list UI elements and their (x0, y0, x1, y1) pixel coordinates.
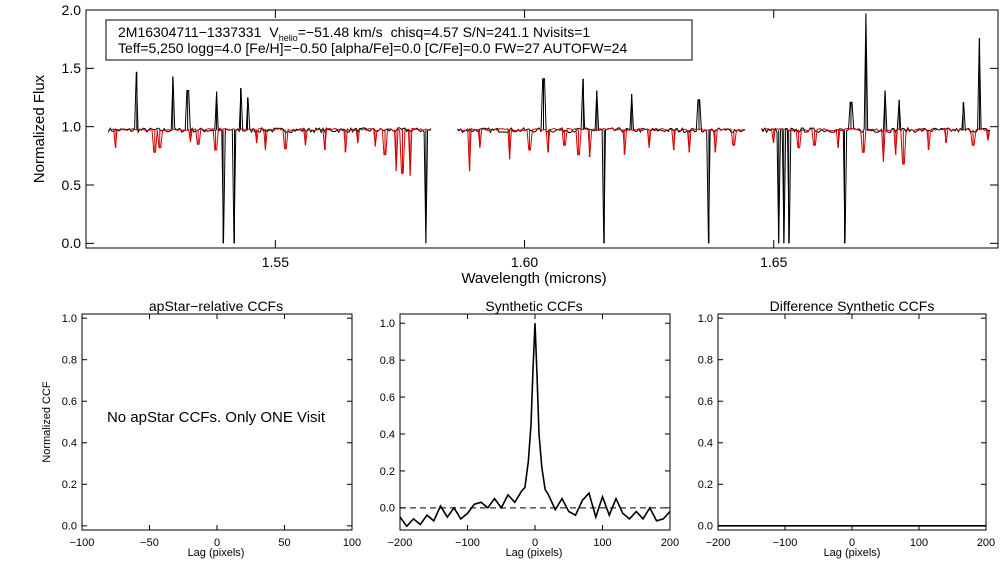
y-tick-label: 1.5 (62, 60, 82, 76)
x-tick-label: −100 (773, 537, 798, 549)
spectrum-y-label: Normalized Flux (31, 74, 48, 183)
y-tick-label: 0.5 (62, 177, 82, 193)
spectrum-series (107, 13, 991, 244)
difference-ccf-title: Difference Synthetic CCFs (770, 298, 935, 314)
apstar-ccf-title: apStar−relative CCFs (149, 298, 283, 314)
y-tick-label: 1.0 (380, 318, 395, 330)
synthetic-ccf-frame (399, 313, 671, 531)
x-tick-label: −100 (70, 537, 95, 549)
x-tick-label: −200 (388, 537, 413, 549)
y-tick-label: 1.0 (698, 313, 713, 325)
y-tick-label: 1.0 (62, 119, 82, 135)
spectrum-lines (107, 13, 991, 244)
x-tick-label: 1.65 (760, 254, 787, 270)
y-tick-label: 0.2 (62, 479, 77, 491)
x-tick-label: 100 (593, 537, 611, 549)
x-tick-label: 0 (214, 537, 220, 549)
x-tick-label: 100 (343, 537, 361, 549)
y-tick-label: 0.0 (62, 235, 82, 251)
y-tick-label: 0.6 (62, 396, 77, 408)
difference-ccf-ticks: −200 −100 0 100 200 0.0 0.2 0.4 0.6 0.8 1.0 (698, 313, 995, 549)
y-tick-label: 0.6 (698, 396, 713, 408)
vhelio-value: =−51.48 km/s (298, 24, 383, 40)
apstar-ccf-y-label: Normalized CCF (41, 381, 53, 463)
x-tick-label: 0 (849, 537, 855, 549)
y-tick-label: 0.8 (380, 355, 395, 367)
y-tick-label: 0.4 (62, 438, 77, 450)
model-spectrum-line (108, 127, 991, 176)
spectrum-ticks: 1.55 1.60 1.65 0.0 0.5 1.0 1.5 2.0 (62, 2, 998, 270)
x-tick-label: 100 (910, 537, 928, 549)
spectrum-annotation-line1: 2M16304711−1337331 Vhelio=−51.48 km/s chis… (118, 24, 590, 43)
spectrum-frame (85, 9, 999, 249)
x-tick-label: −200 (706, 537, 731, 549)
synthetic-ccf-title: Synthetic CCFs (485, 298, 582, 314)
y-tick-label: 1.0 (62, 313, 77, 325)
x-tick-label: 0 (532, 537, 538, 549)
synthetic-ccf-lines (399, 323, 671, 528)
synthetic-ccf-ticks: −200 −100 0 100 200 0.0 0.2 0.4 0.6 0.8 1.0 (380, 314, 679, 549)
y-tick-label: 0.8 (62, 355, 77, 367)
x-tick-label: −100 (455, 537, 480, 549)
no-ccf-message: No apStar CCFs. Only ONE Visit (107, 409, 326, 426)
y-tick-label: 0.2 (698, 479, 713, 491)
synthetic-ccf-panel: Synthetic CCFs −200 −100 0 100 200 0.0 0.2 0.4 0… (380, 298, 679, 559)
difference-ccf-panel: Difference Synthetic CCFs −200 −100 0 100 20… (698, 298, 995, 559)
x-tick-label: 1.55 (262, 254, 289, 270)
y-tick-label: 0.0 (62, 521, 77, 533)
vhelio-letter: V (269, 24, 279, 40)
y-tick-label: 2.0 (62, 2, 82, 18)
x-tick-label: 200 (977, 537, 995, 549)
y-tick-label: 0.4 (698, 438, 713, 450)
stellar-parameters: Teff=5,250 logg=4.0 [Fe/H]=−0.50 [alpha/… (118, 40, 627, 56)
y-tick-label: 0.0 (380, 503, 395, 515)
apstar-ccf-ticks: −100 −50 0 50 100 0.0 0.2 0.4 0.6 0.8 1.0 (62, 313, 361, 549)
star-id: 2M16304711−1337331 (118, 24, 262, 40)
x-tick-label: 200 (661, 537, 679, 549)
apstar-ccf-panel: apStar−relative CCFs −100 −50 0 50 100 0.0 0.2… (41, 298, 361, 559)
vhelio-subscript: helio (279, 33, 298, 43)
synthetic-ccf-x-label: Lag (pixels) (506, 547, 563, 559)
y-tick-label: 0.0 (698, 521, 713, 533)
x-tick-label: −50 (140, 537, 159, 549)
x-tick-label: 1.60 (511, 254, 538, 270)
y-tick-label: 0.8 (698, 355, 713, 367)
spectrum-panel: 1.55 1.60 1.65 0.0 0.5 1.0 1.5 2.0 2M16304711−1… (31, 2, 999, 287)
y-tick-label: 0.2 (380, 466, 395, 478)
fit-stats: chisq=4.57 S/N=241.1 Nvisits=1 (391, 24, 591, 40)
difference-ccf-frame (717, 313, 987, 531)
spectrum-annotation-box (105, 19, 693, 61)
difference-ccf-x-label: Lag (pixels) (824, 547, 881, 559)
ccf-series-line (399, 323, 671, 528)
y-tick-label: 0.4 (380, 429, 395, 441)
spectrum-x-label: Wavelength (microns) (461, 270, 606, 287)
apstar-ccf-x-label: Lag (pixels) (188, 547, 245, 559)
y-tick-label: 0.6 (380, 392, 395, 404)
x-tick-label: 50 (278, 537, 290, 549)
